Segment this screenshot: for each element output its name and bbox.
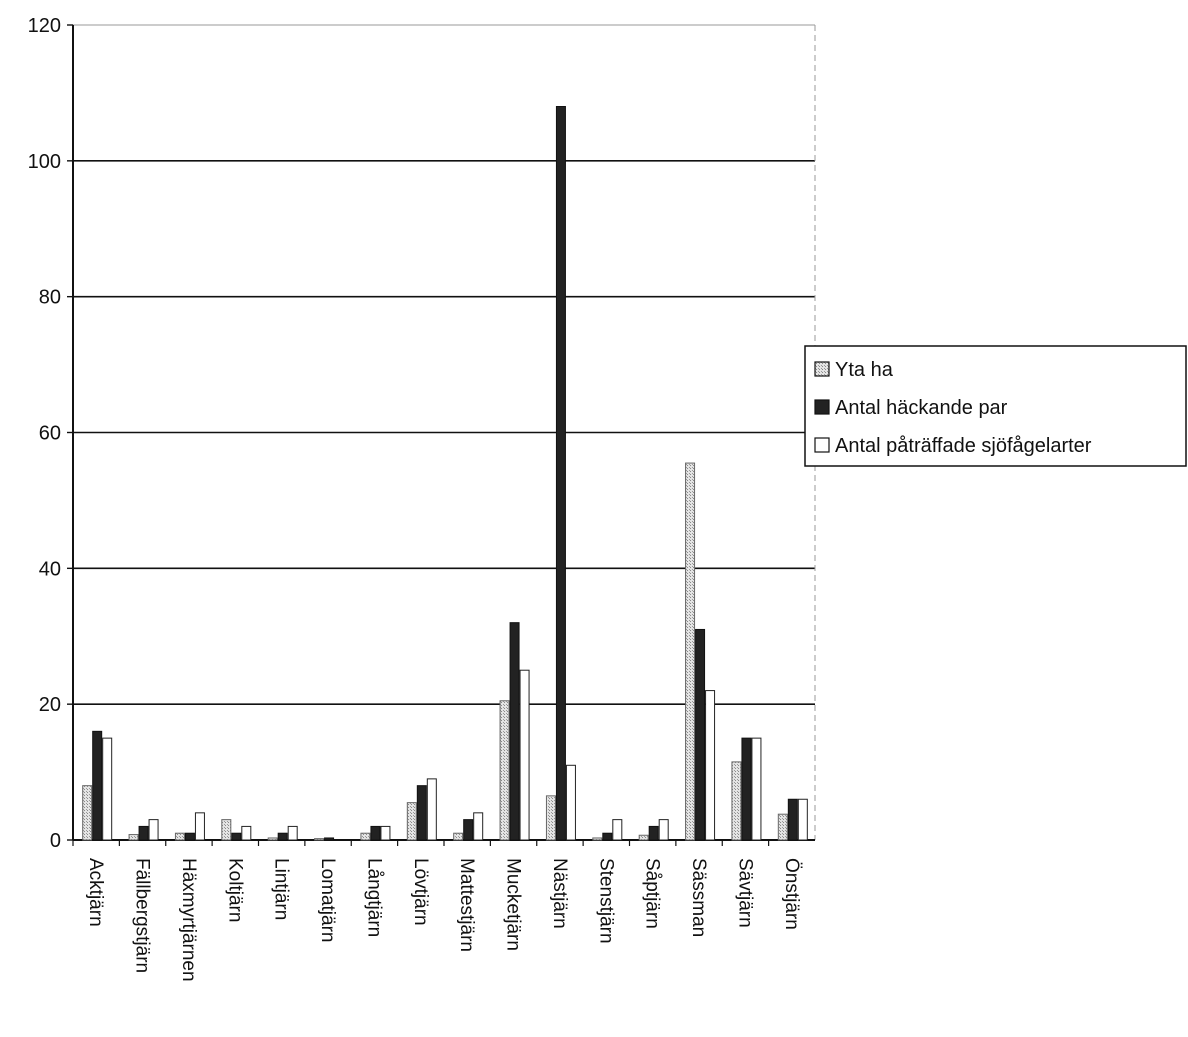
bar-antal-hackande-par bbox=[277, 832, 288, 841]
bar-yta-ha bbox=[453, 832, 464, 841]
legend-label: Antal häckande par bbox=[835, 397, 1008, 419]
legend-swatch bbox=[814, 361, 830, 377]
bar-antal-hackande-par bbox=[324, 837, 335, 841]
x-category-label: Mattestjärn bbox=[456, 858, 477, 952]
x-category-label: Önstjärn bbox=[781, 858, 802, 930]
bar-antal-sjofagelarter bbox=[380, 825, 391, 841]
bar-yta-ha bbox=[314, 838, 325, 841]
x-category-label: Fällbergstjärn bbox=[132, 858, 153, 973]
bar-antal-sjofagelarter bbox=[241, 825, 252, 841]
x-category-label: Häxmyrtjärnen bbox=[178, 858, 199, 982]
bar-antal-sjofagelarter bbox=[102, 737, 113, 841]
bar-antal-sjofagelarter bbox=[426, 778, 437, 841]
bar-antal-sjofagelarter bbox=[194, 812, 205, 841]
bar-antal-hackande-par bbox=[138, 825, 149, 841]
bar-antal-sjofagelarter bbox=[612, 819, 623, 841]
legend-box bbox=[804, 345, 1187, 467]
bar-antal-hackande-par bbox=[509, 622, 520, 841]
bar-antal-hackande-par bbox=[787, 798, 798, 841]
x-category-label: Lomatjärn bbox=[317, 858, 338, 943]
bar-antal-hackande-par bbox=[416, 785, 427, 841]
bar-yta-ha bbox=[128, 834, 139, 841]
bar-antal-hackande-par bbox=[695, 628, 706, 841]
y-tick-label: 80 bbox=[39, 287, 61, 309]
bar-antal-sjofagelarter bbox=[519, 669, 530, 841]
bar-yta-ha bbox=[82, 785, 93, 841]
bar-yta-ha bbox=[406, 802, 417, 841]
bar-antal-sjofagelarter bbox=[751, 737, 762, 841]
bar-yta-ha bbox=[777, 813, 788, 841]
legend-swatch bbox=[814, 399, 830, 415]
x-category-label: Sävtjärn bbox=[734, 858, 755, 928]
bar-antal-sjofagelarter bbox=[658, 819, 669, 841]
bar-antal-sjofagelarter bbox=[565, 764, 576, 841]
x-category-label: Långtjärn bbox=[363, 858, 384, 937]
y-tick-label: 0 bbox=[50, 830, 61, 852]
bar-antal-hackande-par bbox=[92, 730, 103, 841]
bar-antal-sjofagelarter bbox=[705, 690, 716, 841]
bar-yta-ha bbox=[592, 837, 603, 841]
x-category-label: Nästjärn bbox=[549, 858, 570, 929]
y-tick-label: 20 bbox=[39, 694, 61, 716]
bar-antal-sjofagelarter bbox=[473, 812, 484, 841]
bar-yta-ha bbox=[638, 834, 649, 841]
y-tick-label: 60 bbox=[39, 423, 61, 445]
bar-antal-hackande-par bbox=[741, 737, 752, 841]
bar-antal-hackande-par bbox=[370, 825, 381, 841]
bar-yta-ha bbox=[360, 832, 371, 841]
bar-antal-hackande-par bbox=[648, 825, 659, 841]
x-category-label: Acktjärn bbox=[85, 858, 106, 927]
bar-antal-hackande-par bbox=[231, 832, 242, 841]
x-category-label: Lintjärn bbox=[271, 858, 292, 920]
bar-antal-hackande-par bbox=[463, 819, 474, 841]
legend: Yta ha Antal häckande par Antal påträffade… bbox=[804, 345, 1187, 467]
bar-antal-sjofagelarter bbox=[287, 825, 298, 841]
bar-yta-ha bbox=[267, 837, 278, 841]
x-category-label: Koltjärn bbox=[224, 858, 245, 922]
y-tick-label: 120 bbox=[28, 15, 61, 37]
x-category-label: Lövtjärn bbox=[410, 858, 431, 926]
bar-yta-ha bbox=[221, 819, 232, 841]
bar-yta-ha bbox=[731, 761, 742, 841]
legend-label: Yta ha bbox=[835, 359, 894, 381]
bar-yta-ha bbox=[174, 832, 185, 841]
x-category-label: Stenstjärn bbox=[595, 858, 616, 944]
bar-antal-sjofagelarter bbox=[797, 798, 808, 841]
gridlines bbox=[73, 160, 815, 705]
tick-labels: 0 20 40 60 80 100 120 Acktjärn Fällbergstjärn Häx… bbox=[28, 15, 802, 982]
bar-yta-ha bbox=[545, 795, 556, 841]
y-tick-label: 40 bbox=[39, 558, 61, 580]
legend-swatch bbox=[814, 437, 830, 453]
x-category-label: Mucketjärn bbox=[503, 858, 524, 951]
legend-label: Antal påträffade sjöfågelarter bbox=[835, 435, 1092, 457]
x-category-label: Såptjärn bbox=[642, 858, 663, 929]
bar-yta-ha bbox=[499, 700, 510, 841]
bar-antal-sjofagelarter bbox=[148, 819, 159, 841]
y-tick-label: 100 bbox=[28, 151, 61, 173]
bar-yta-ha bbox=[685, 462, 696, 841]
x-category-label: Sässman bbox=[688, 858, 709, 937]
bars bbox=[82, 106, 808, 841]
bar-antal-hackande-par bbox=[602, 832, 613, 841]
bar-antal-hackande-par bbox=[555, 106, 566, 841]
bar-antal-hackande-par bbox=[184, 832, 195, 841]
